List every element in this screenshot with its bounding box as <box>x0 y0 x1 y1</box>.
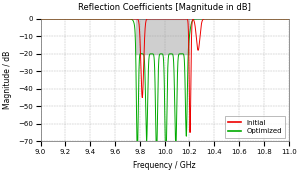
Y-axis label: Magnitude / dB: Magnitude / dB <box>4 51 13 109</box>
X-axis label: Frequency / GHz: Frequency / GHz <box>133 161 196 170</box>
Title: Reflection Coefficients [Magnitude in dB]: Reflection Coefficients [Magnitude in dB… <box>78 3 251 12</box>
Legend: Initial, Optimized: Initial, Optimized <box>225 116 285 138</box>
